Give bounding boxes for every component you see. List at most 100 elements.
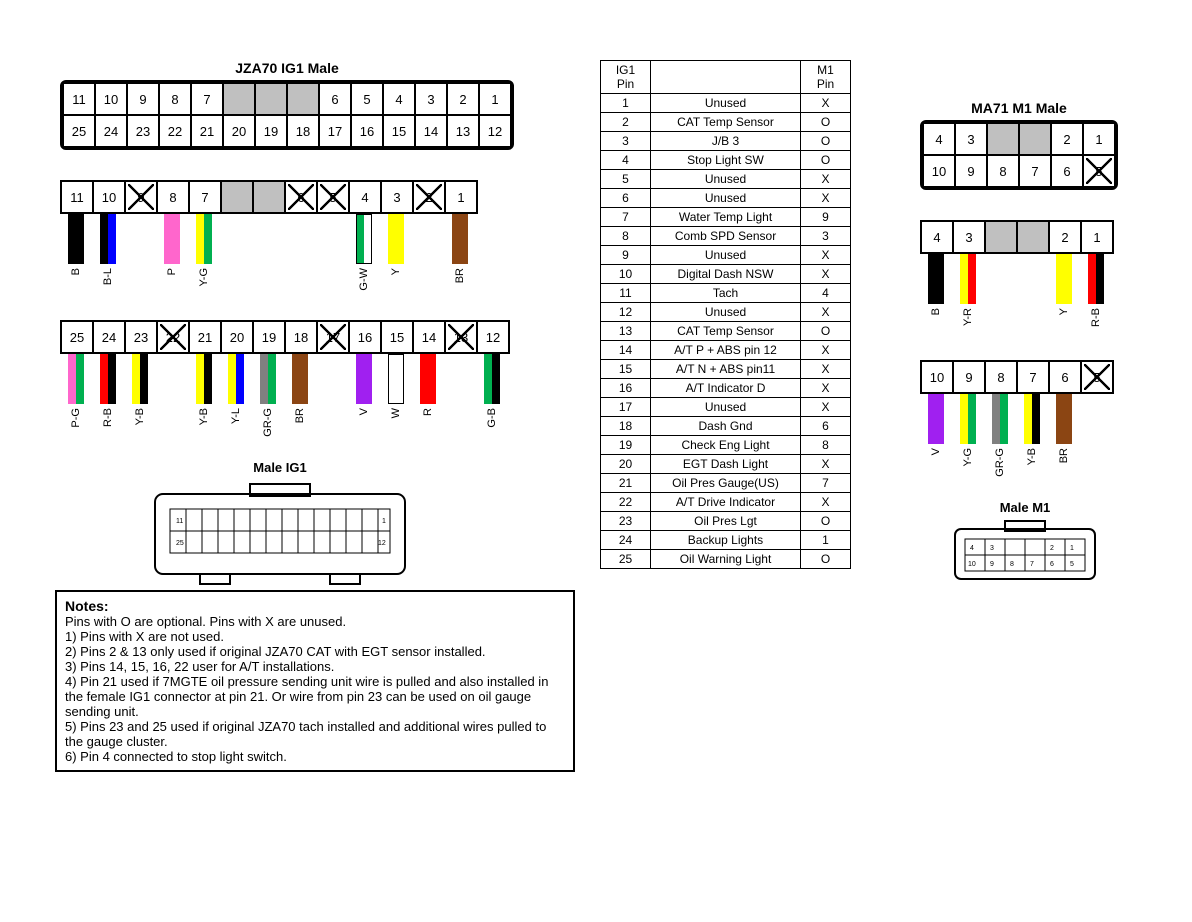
map-row: 23Oil Pres LgtO	[601, 512, 851, 531]
wire-label: Y-G	[198, 268, 210, 287]
pin-9: 9	[125, 181, 157, 213]
map-cell: Water Temp Light	[651, 208, 801, 227]
map-row: 12UnusedX	[601, 303, 851, 322]
pin-10: 10	[921, 361, 953, 393]
map-cell: X	[801, 493, 851, 512]
pin-19: 19	[255, 115, 287, 147]
map-cell: 9	[601, 246, 651, 265]
svg-text:11: 11	[176, 518, 183, 525]
map-h3: M1 Pin	[801, 61, 851, 94]
wire-V: V	[920, 394, 952, 477]
wire-R-B: R-B	[1080, 254, 1112, 327]
wire-R-B: R-B	[92, 354, 124, 437]
wire-none	[316, 354, 348, 437]
wire-P: P	[156, 214, 188, 291]
svg-text:6: 6	[1050, 561, 1054, 568]
map-cell: X	[801, 303, 851, 322]
map-cell: 14	[601, 341, 651, 360]
map-cell: EGT Dash Light	[651, 455, 801, 474]
ig1-connector: 1110987654321 25242322212019181716151413…	[60, 80, 514, 150]
map-cell: Unused	[651, 398, 801, 417]
map-cell: 17	[601, 398, 651, 417]
map-cell: CAT Temp Sensor	[651, 322, 801, 341]
pin-19: 19	[253, 321, 285, 353]
wire-label: R-B	[1090, 308, 1102, 327]
pin-blank	[287, 83, 319, 115]
wire-none	[252, 214, 284, 291]
wire-BR: BR	[444, 214, 476, 291]
map-cell: 24	[601, 531, 651, 550]
pin-12: 12	[477, 321, 509, 353]
map-cell: 2	[601, 113, 651, 132]
wire-label: BR	[294, 408, 306, 423]
map-row: 15A/T N + ABS pin11X	[601, 360, 851, 379]
pin-20: 20	[221, 321, 253, 353]
wire-label: BR	[454, 268, 466, 283]
map-cell: 8	[801, 436, 851, 455]
pin-3: 3	[953, 221, 985, 253]
male-ig1-label: Male IG1	[150, 460, 410, 475]
wire-none	[156, 354, 188, 437]
map-cell: Unused	[651, 303, 801, 322]
map-cell: 7	[601, 208, 651, 227]
pin-2: 2	[1051, 123, 1083, 155]
wire-label: BR	[1058, 448, 1070, 463]
map-cell: X	[801, 94, 851, 113]
note-line: 6) Pin 4 connected to stop light switch.	[65, 749, 565, 764]
pin-7: 7	[191, 83, 223, 115]
wire-label: R	[422, 408, 434, 416]
pin-1: 1	[1081, 221, 1113, 253]
wire-Y-R: Y-R	[952, 254, 984, 327]
pin-15: 15	[381, 321, 413, 353]
pin-22: 22	[157, 321, 189, 353]
pin-blank	[985, 221, 1017, 253]
pin-13: 13	[445, 321, 477, 353]
map-cell: Digital Dash NSW	[651, 265, 801, 284]
map-cell: Tach	[651, 284, 801, 303]
wire-P-G: P-G	[60, 354, 92, 437]
map-cell: 13	[601, 322, 651, 341]
male-ig1-shell-icon: 111 2512	[150, 479, 410, 589]
map-cell: X	[801, 265, 851, 284]
map-cell: A/T P + ABS pin 12	[651, 341, 801, 360]
map-cell: X	[801, 170, 851, 189]
pin-24: 24	[95, 115, 127, 147]
svg-text:5: 5	[1070, 561, 1074, 568]
map-row: 13CAT Temp SensorO	[601, 322, 851, 341]
pin-blank	[987, 123, 1019, 155]
map-cell: CAT Temp Sensor	[651, 113, 801, 132]
map-cell: A/T Indicator D	[651, 379, 801, 398]
pin-5: 5	[317, 181, 349, 213]
wire-V: V	[348, 354, 380, 437]
wire-Y-B: Y-B	[124, 354, 156, 437]
svg-text:8: 8	[1010, 561, 1014, 568]
wire-Y: Y	[380, 214, 412, 291]
male-m1-label: Male M1	[950, 500, 1100, 515]
wire-label: Y	[390, 268, 402, 275]
wire-label: Y	[1058, 308, 1070, 315]
pin-2: 2	[413, 181, 445, 213]
map-cell: 25	[601, 550, 651, 569]
wire-G-W: G-W	[348, 214, 380, 291]
pin-20: 20	[223, 115, 255, 147]
pin-blank	[253, 181, 285, 213]
pin-14: 14	[415, 115, 447, 147]
map-row: 4Stop Light SWO	[601, 151, 851, 170]
wire-Y-L: Y-L	[220, 354, 252, 437]
pin-2: 2	[1049, 221, 1081, 253]
map-cell: 19	[601, 436, 651, 455]
map-cell: 10	[601, 265, 651, 284]
pin-23: 23	[125, 321, 157, 353]
wire-BR: BR	[284, 354, 316, 437]
pin-2: 2	[447, 83, 479, 115]
map-row: 18Dash Gnd6	[601, 417, 851, 436]
wire-label: GR-G	[994, 448, 1006, 477]
svg-text:25: 25	[176, 540, 184, 547]
pin-6: 6	[1051, 155, 1083, 187]
male-m1-shell-icon: 4321 1098765	[950, 519, 1100, 589]
wire-label: Y-G	[962, 448, 974, 467]
wire-none	[124, 214, 156, 291]
map-cell: 20	[601, 455, 651, 474]
wire-label: V	[358, 408, 370, 415]
wire-G-B: G-B	[476, 354, 508, 437]
